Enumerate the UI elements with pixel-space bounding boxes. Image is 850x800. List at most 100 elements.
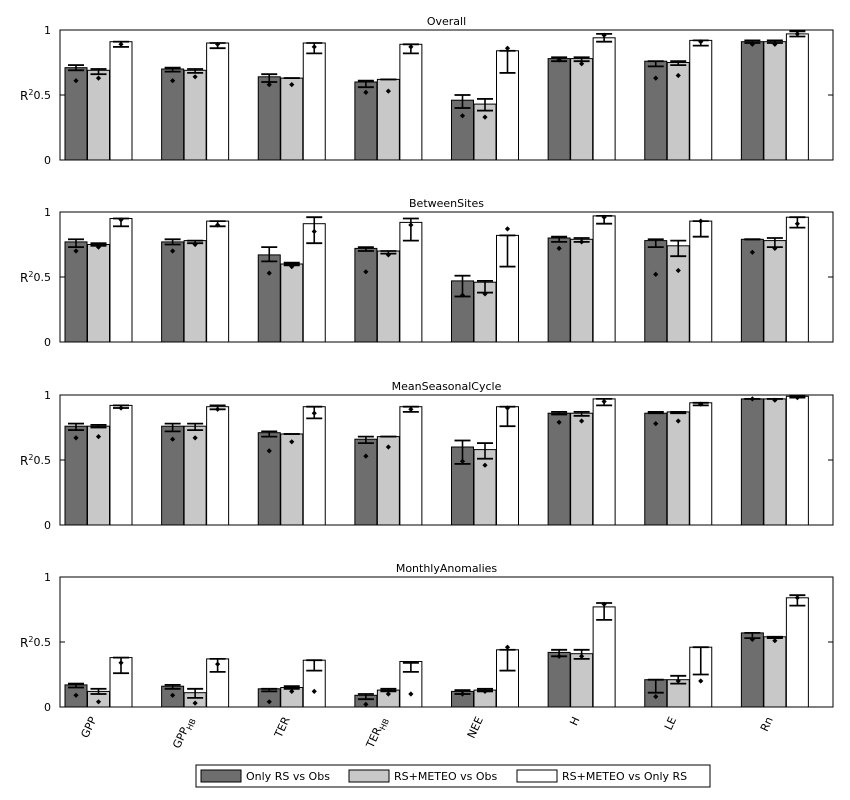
y-axis-label-base: R [20,636,28,650]
bar-series-3 [399,661,423,708]
data-point-marker [772,245,778,251]
data-point-marker [601,398,607,405]
data-point-marker [408,44,414,50]
data-point-marker [408,222,414,228]
y-tick-label: 0 [44,519,51,532]
y-tick-label: 0 [44,154,51,167]
bar-series-3 [206,406,230,526]
bar-series-2 [473,103,497,161]
x-tick-label: H [567,715,582,728]
panel-overall: 0 0.5 1 R2 Overall [20,15,834,167]
y-axis-label: R2 [20,88,33,103]
bar-series-1 [740,632,764,708]
data-point-marker [73,692,79,698]
data-point-marker [311,44,317,50]
bar-series-3 [206,220,230,343]
data-point-marker [601,601,607,607]
y-tick-label: 0 [44,701,51,714]
y-tick-label: 1 [44,206,51,219]
bar-series-2 [570,653,594,708]
data-point-marker [459,292,466,298]
data-point-marker [73,248,79,254]
data-point-marker [215,41,221,47]
data-point-marker [385,252,391,258]
x-tick-label: TERHB [363,715,391,752]
legend-swatch-2 [348,769,390,783]
panel-title: MonthlyAnomalies [396,562,498,575]
bar-series-2 [87,425,110,526]
bar-series-3 [592,398,616,526]
data-point-marker [95,75,102,81]
y-axis-label: R2 [20,635,33,650]
data-point-marker [653,421,659,427]
bar-series-3 [109,218,133,343]
data-point-marker [579,418,585,424]
panel-title: Overall [427,15,466,28]
panel-betweensites: 0 0.5 1 R2 BetweenSites [20,197,834,349]
bar-series-2 [473,449,497,526]
bar-series-2 [763,240,787,343]
data-point-marker [408,691,414,697]
bar-series-2 [183,425,207,526]
bar-series-3 [785,395,809,526]
data-point-marker [289,688,295,694]
data-point-marker [675,418,681,424]
bar-series-3 [592,37,616,161]
bar-series-2 [376,250,400,343]
data-point-marker [95,699,102,705]
bar-series-1 [257,254,281,343]
data-point-marker [73,78,79,84]
bar-series-2 [666,411,690,526]
y-tick-label: 0.5 [34,89,52,102]
data-point-marker [118,217,124,223]
y-tick-label: 0 [44,336,51,349]
bar-series-2 [280,263,304,343]
data-point-marker [675,72,681,79]
bar-series-1 [547,237,571,343]
data-point-marker [289,264,295,270]
bar-series-1 [740,398,764,526]
data-point-marker [504,644,511,650]
data-point-marker [215,406,221,412]
data-point-marker [408,406,414,412]
legend-swatch-1 [200,769,242,783]
data-point-marker [118,405,124,411]
x-tick-label: Rn [758,715,776,734]
data-point-marker [192,74,198,80]
data-point-marker [482,114,488,120]
data-point-marker [215,661,221,667]
legend: Only RS vs Obs RS+METEO vs Obs RS+METEO vs… [195,764,711,788]
legend-label-3: RS+METEO vs Only RS [562,770,687,783]
data-point-marker [215,222,221,228]
x-tick-label-main: TER [272,714,293,740]
data-point-marker [675,267,681,274]
legend-label-2: RS+METEO vs Obs [394,770,497,783]
data-point-marker [794,395,800,401]
data-point-marker [579,653,585,659]
data-point-marker [482,291,488,297]
data-point-marker [749,636,755,642]
data-point-marker [95,434,102,440]
bar-series-3 [399,43,423,161]
data-point-marker [311,688,317,694]
x-tick-label-main: GPP [78,714,99,740]
x-tick-label-main: H [567,715,582,728]
bar-series-3 [785,597,809,708]
y-tick-label: 0.5 [34,271,52,284]
bar-series-1 [257,432,281,526]
x-tick-label-main: Rn [758,715,776,734]
bar-series-3 [109,404,133,526]
x-tick-label-subscript: HB [185,717,198,731]
data-point-marker [653,694,659,700]
data-point-marker [556,653,562,659]
y-axis-label: R2 [20,453,33,468]
data-point-marker [579,239,585,245]
data-point-marker [482,462,488,468]
y-axis-label-base: R [20,271,28,285]
bar-series-1 [547,412,571,526]
data-point-marker [794,595,800,601]
data-point-marker [601,214,607,220]
bar-series-2 [183,69,207,161]
y-tick-label: 1 [44,24,51,37]
data-point-marker [170,692,176,698]
